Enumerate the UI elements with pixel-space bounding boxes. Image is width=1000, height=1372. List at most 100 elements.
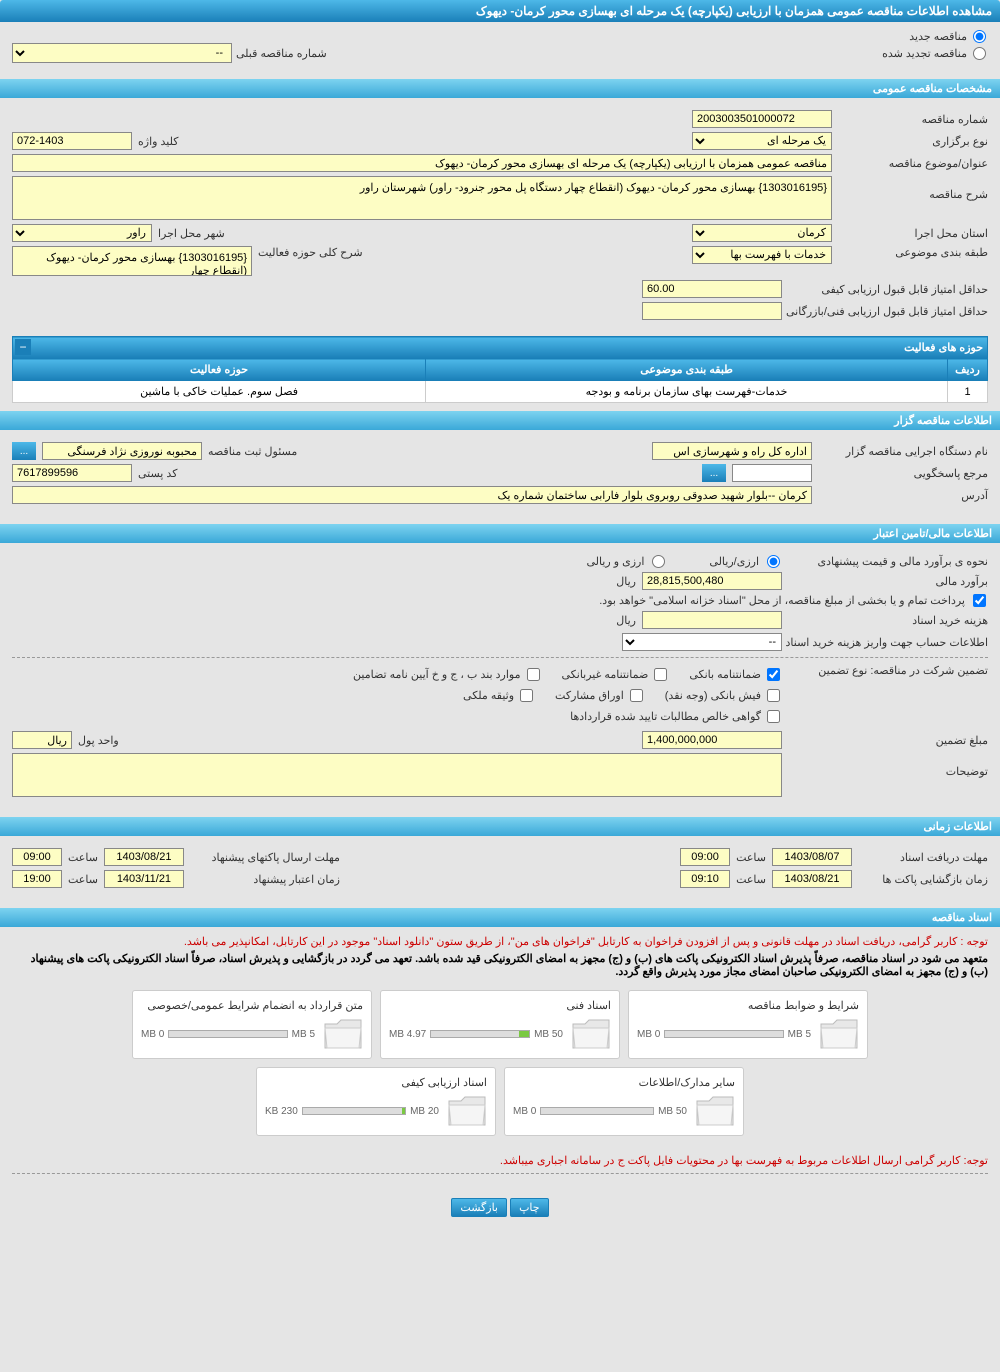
file-limit: 5 MB [292,1029,315,1040]
tender-no-input[interactable] [692,110,832,128]
folder-icon [571,1018,611,1050]
file-limit: 50 MB [534,1029,563,1040]
radio-renew-tender[interactable] [973,47,986,60]
file-limit: 5 MB [788,1029,811,1040]
doc-fee-label: هزینه خرید اسناد [788,614,988,627]
province-label: استان محل اجرا [838,227,988,240]
unit-rial-1: ریال [616,575,636,588]
open-date-input[interactable] [772,870,852,888]
radio-new-tender[interactable] [973,30,986,43]
notes-textarea[interactable] [12,753,782,797]
docs-note3: توجه: کاربر گرامی ارسال اطلاعات مربوط به… [12,1154,988,1167]
subject-label: عنوان/موضوع مناقصه [838,157,988,170]
cb-nonbank-guarantee[interactable] [654,668,667,681]
file-card-title: سایر مدارک/اطلاعات [513,1076,735,1089]
open-time-label: ساعت [736,873,766,886]
postal-input[interactable] [12,464,132,482]
cb-clauses[interactable] [527,668,540,681]
guarantee-type-label: تضمین شرکت در مناقصه: نوع تضمین [788,664,988,677]
validity-date-input[interactable] [104,870,184,888]
estimate-label: برآورد مالی [788,575,988,588]
radio-currency-label: ارزی و ریالی [586,555,644,568]
prev-number-select[interactable]: -- [12,43,232,63]
col-area: حوزه فعالیت [13,359,426,381]
contact-lookup-button[interactable]: ... [702,464,726,482]
file-card[interactable]: متن قرارداد به انضمام شرایط عمومی/خصوصی 5… [132,990,372,1059]
guarantee-amount-input[interactable] [642,731,782,749]
min-quality-input[interactable] [642,280,782,298]
cell-cat: خدمات-فهرست بهای سازمان برنامه و بودجه [426,381,948,403]
send-date-input[interactable] [104,848,184,866]
type-select[interactable]: یک مرحله ای [692,132,832,150]
province-select[interactable]: کرمان [692,224,832,242]
activity-scope-textarea[interactable]: {1303016195} بهسازی محور کرمان- دیهوک (ا… [12,246,252,276]
treasury-checkbox[interactable] [973,594,986,607]
docs-note2: متعهد می شود در اسناد مناقصه، صرفاً پذیر… [12,952,988,978]
account-select[interactable]: -- [622,633,782,651]
timing-form: مهلت دریافت اسناد ساعت مهلت ارسال پاکتها… [0,836,1000,900]
file-card[interactable]: اسناد فنی50 MB4.97 MB [380,990,620,1059]
category-label: طبقه بندی موضوعی [838,246,988,259]
top-options: مناقصه جدید مناقصه تجدید شده شماره مناقص… [0,22,1000,71]
financial-form: نحوه ی برآورد مالی و قیمت پیشنهادی ارزی/… [0,543,1000,809]
doc-fee-input[interactable] [642,611,782,629]
receive-time-label: ساعت [736,851,766,864]
cb-receivables[interactable] [767,710,780,723]
radio-new-label: مناقصه جدید [909,30,967,43]
section-general: مشخصات مناقصه عمومی [0,79,1000,98]
prev-number-label: شماره مناقصه قبلی [236,47,327,60]
exec-input[interactable] [652,442,812,460]
city-select[interactable]: راور [12,224,152,242]
file-card-title: متن قرارداد به انضمام شرایط عمومی/خصوصی [141,999,363,1012]
category-select[interactable]: خدمات با فهرست بها [692,246,832,264]
city-label: شهر محل اجرا [158,227,225,240]
address-input[interactable] [12,486,812,504]
guarantee-amount-label: مبلغ تضمین [788,734,988,747]
contact-input[interactable] [732,464,812,482]
reg-officer-input[interactable] [42,442,202,460]
file-card[interactable]: اسناد ارزیابی کیفی20 MB230 KB [256,1067,496,1136]
unit-input[interactable] [12,731,72,749]
validity-time-input[interactable] [12,870,62,888]
radio-currency[interactable] [652,555,665,568]
receive-deadline-label: مهلت دریافت اسناد [858,851,988,864]
account-info-label: اطلاعات حساب جهت واریز هزینه خرید اسناد [788,636,988,649]
progress-bar [168,1030,287,1038]
table-row: 1 خدمات-فهرست بهای سازمان برنامه و بودجه… [13,381,988,403]
keyword-input[interactable] [12,132,132,150]
file-card[interactable]: سایر مدارک/اطلاعات50 MB0 MB [504,1067,744,1136]
type-label: نوع برگزاری [838,135,988,148]
general-form: شماره مناقصه نوع برگزاری یک مرحله ای کلی… [0,98,1000,332]
cb-bonds[interactable] [630,689,643,702]
min-quality-label: حداقل امتیاز قابل قبول ارزیابی کیفی [788,283,988,296]
send-deadline-label: مهلت ارسال پاکتهای پیشنهاد [190,851,340,864]
folder-icon [323,1018,363,1050]
estimate-input[interactable] [642,572,782,590]
cb-cash[interactable] [767,689,780,702]
file-card-title: اسناد ارزیابی کیفی [265,1076,487,1089]
receive-time-input[interactable] [680,848,730,866]
reg-officer-lookup-button[interactable]: ... [12,442,36,460]
cb-property[interactable] [520,689,533,702]
open-label: زمان بازگشایی پاکت ها [858,873,988,886]
desc-textarea[interactable]: {1303016195} بهسازی محور کرمان- دیهوک (ا… [12,176,832,220]
postal-label: کد پستی [138,467,177,480]
send-time-input[interactable] [12,848,62,866]
back-button[interactable]: بازگشت [451,1198,507,1217]
estimate-method-label: نحوه ی برآورد مالی و قیمت پیشنهادی [788,555,988,568]
receive-date-input[interactable] [772,848,852,866]
file-card[interactable]: شرایط و ضوابط مناقصه5 MB0 MB [628,990,868,1059]
file-used: 4.97 MB [389,1029,426,1040]
file-cards: شرایط و ضوابط مناقصه5 MB0 MBاسناد فنی50 … [12,978,988,1148]
print-button[interactable]: چاپ [510,1198,549,1217]
collapse-button[interactable]: − [15,339,31,355]
contact-label: مرجع پاسخگویی [818,467,988,480]
button-row: چاپ بازگشت [0,1188,1000,1227]
cb-bank-guarantee[interactable] [767,668,780,681]
keyword-label: کلید واژه [138,135,178,148]
open-time-input[interactable] [680,870,730,888]
radio-rial[interactable] [767,555,780,568]
min-tech-input[interactable] [642,302,782,320]
subject-input[interactable] [12,154,832,172]
file-used: 0 MB [637,1029,660,1040]
